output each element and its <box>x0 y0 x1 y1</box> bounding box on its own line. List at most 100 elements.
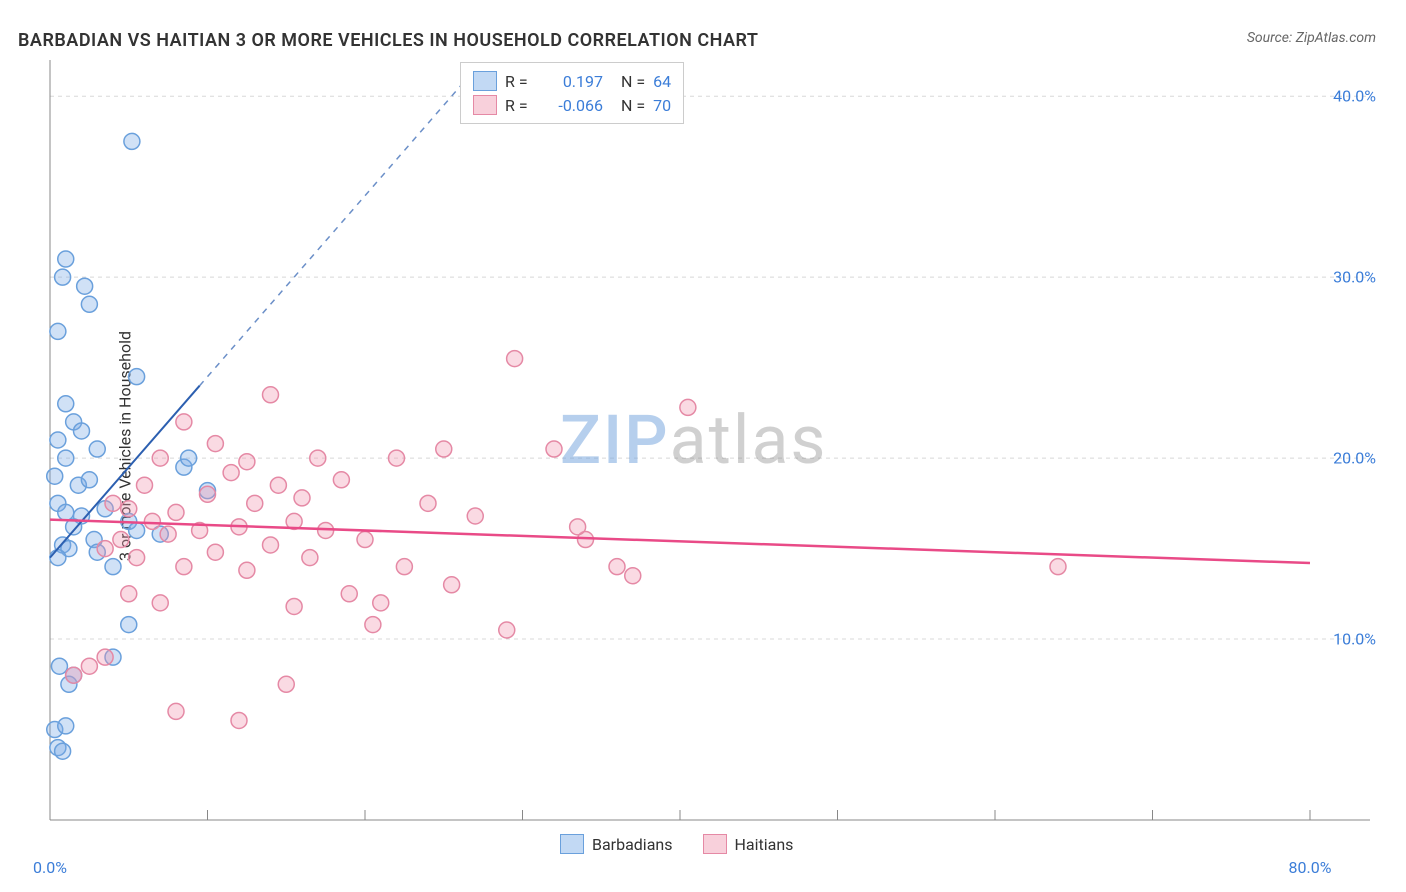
data-point <box>207 544 223 560</box>
data-point <box>160 526 176 542</box>
n-label: N = <box>621 72 645 91</box>
data-point <box>168 504 184 520</box>
legend-swatch <box>560 834 584 854</box>
data-point <box>357 532 373 548</box>
data-point <box>58 251 74 267</box>
data-point <box>609 559 625 575</box>
legend-label: Haitians <box>735 835 794 854</box>
legend-swatch <box>703 834 727 854</box>
data-point <box>420 495 436 511</box>
data-point <box>507 351 523 367</box>
data-point <box>546 441 562 457</box>
data-point <box>181 450 197 466</box>
x-tick-label: 80.0% <box>1289 858 1332 877</box>
data-point <box>625 568 641 584</box>
data-point <box>176 414 192 430</box>
data-point <box>176 559 192 575</box>
data-point <box>105 495 121 511</box>
stats-row: R = -0.066 N = 70 <box>473 93 671 117</box>
n-value: 64 <box>653 72 671 91</box>
data-point <box>97 541 113 557</box>
data-point <box>66 667 82 683</box>
data-point <box>373 595 389 611</box>
data-point <box>58 450 74 466</box>
stats-row: R = 0.197 N = 64 <box>473 69 671 93</box>
data-point <box>389 450 405 466</box>
data-point <box>152 450 168 466</box>
series-swatch <box>473 71 497 91</box>
data-point <box>81 472 97 488</box>
data-point <box>81 296 97 312</box>
data-point <box>168 703 184 719</box>
data-point <box>231 712 247 728</box>
data-point <box>570 519 586 535</box>
data-point <box>129 369 145 385</box>
data-point <box>444 577 460 593</box>
data-point <box>121 501 137 517</box>
data-point <box>270 477 286 493</box>
data-point <box>55 743 71 759</box>
data-point <box>333 472 349 488</box>
data-point <box>129 522 145 538</box>
data-point <box>263 537 279 553</box>
data-point <box>499 622 515 638</box>
data-point <box>121 586 137 602</box>
data-point <box>97 649 113 665</box>
data-point <box>47 468 63 484</box>
data-point <box>144 513 160 529</box>
r-label: R = <box>505 72 535 91</box>
data-point <box>247 495 263 511</box>
r-value: -0.066 <box>543 96 603 115</box>
data-point <box>129 550 145 566</box>
data-point <box>207 436 223 452</box>
data-point <box>200 486 216 502</box>
data-point <box>680 399 696 415</box>
data-point <box>239 562 255 578</box>
stats-legend: R = 0.197 N = 64 R = -0.066 N = 70 <box>460 62 684 124</box>
trend-line <box>50 520 1310 563</box>
legend-item: Barbadians <box>560 834 673 854</box>
data-point <box>396 559 412 575</box>
data-point <box>286 598 302 614</box>
data-point <box>58 396 74 412</box>
legend-item: Haitians <box>703 834 794 854</box>
data-point <box>50 432 66 448</box>
data-point <box>302 550 318 566</box>
series-legend: Barbadians Haitians <box>560 834 793 854</box>
data-point <box>467 508 483 524</box>
data-point <box>223 465 239 481</box>
data-point <box>137 477 153 493</box>
n-value: 70 <box>653 96 671 115</box>
data-point <box>55 269 71 285</box>
n-label: N = <box>621 96 645 115</box>
data-point <box>124 133 140 149</box>
data-point <box>121 617 137 633</box>
series-swatch <box>473 95 497 115</box>
data-point <box>58 718 74 734</box>
chart-container: BARBADIAN VS HAITIAN 3 OR MORE VEHICLES … <box>0 0 1406 892</box>
data-point <box>152 595 168 611</box>
r-label: R = <box>505 96 535 115</box>
data-point <box>294 490 310 506</box>
data-point <box>1050 559 1066 575</box>
y-tick-label: 20.0% <box>1333 449 1376 468</box>
y-tick-label: 10.0% <box>1333 630 1376 649</box>
data-point <box>263 387 279 403</box>
legend-label: Barbadians <box>592 835 673 854</box>
data-point <box>341 586 357 602</box>
data-point <box>278 676 294 692</box>
data-point <box>81 658 97 674</box>
data-point <box>89 441 105 457</box>
x-tick-label: 0.0% <box>33 858 67 877</box>
trend-line-dashed <box>200 60 484 386</box>
data-point <box>239 454 255 470</box>
data-point <box>50 550 66 566</box>
y-tick-label: 40.0% <box>1333 87 1376 106</box>
y-tick-label: 30.0% <box>1333 268 1376 287</box>
data-point <box>74 423 90 439</box>
r-value: 0.197 <box>543 72 603 91</box>
data-point <box>436 441 452 457</box>
data-point <box>310 450 326 466</box>
data-point <box>50 323 66 339</box>
data-point <box>51 658 67 674</box>
